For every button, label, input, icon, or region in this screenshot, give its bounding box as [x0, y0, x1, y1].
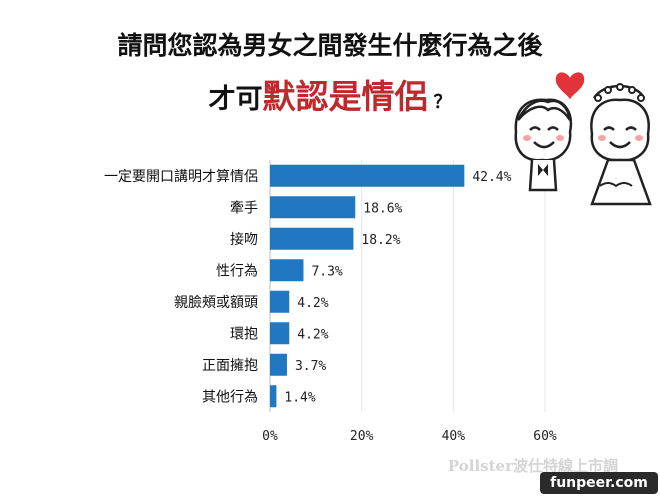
- chart-bars: [270, 164, 465, 408]
- chart-title-line1: 請問您認為男女之間發生什麼行為之後: [117, 31, 543, 60]
- value-label: 18.6%: [363, 201, 402, 216]
- value-label: 18.2%: [361, 233, 400, 248]
- value-labels: 42.4% 18.6% 18.2% 7.3% 4.2% 4.2% 3.7% 1.4%: [284, 170, 511, 406]
- value-label: 4.2%: [297, 296, 328, 311]
- bar: [270, 164, 465, 187]
- category-label: 一定要開口講明才算情侶: [104, 169, 258, 185]
- bar: [270, 385, 277, 408]
- bar: [270, 259, 304, 282]
- value-label: 1.4%: [284, 390, 315, 405]
- value-label: 4.2%: [297, 327, 328, 342]
- category-label: 性行為: [216, 263, 258, 279]
- category-label: 接吻: [230, 231, 258, 248]
- chart-title-line2: 才可默認是情侶？: [0, 70, 660, 118]
- bride-icon: [590, 83, 652, 206]
- category-label: 牽手: [230, 199, 258, 216]
- value-label: 42.4%: [472, 170, 511, 185]
- bar: [270, 322, 290, 345]
- x-tick-label: 0%: [262, 429, 278, 444]
- category-label: 正面擁抱: [202, 358, 258, 374]
- value-label: 7.3%: [311, 264, 342, 279]
- pollster-watermark: Pollster波仕特線上市調: [447, 457, 618, 475]
- x-tick-label: 40%: [442, 429, 466, 444]
- value-label: 3.7%: [295, 359, 326, 374]
- bar: [270, 196, 356, 219]
- x-tick-label: 60%: [533, 429, 557, 444]
- bar: [270, 353, 287, 376]
- title-question-mark: ？: [433, 92, 452, 113]
- x-tick-label: 20%: [350, 429, 374, 444]
- title-prefix: 才可: [208, 84, 263, 115]
- title-highlight: 默認是情侶: [262, 77, 428, 116]
- bar: [270, 290, 290, 313]
- category-label: 親臉頰或額頭: [174, 295, 258, 311]
- groom-icon: [514, 98, 573, 192]
- category-label: 其他行為: [202, 389, 258, 405]
- couple-illustration-icon: [514, 72, 652, 206]
- heart-icon: [555, 72, 585, 100]
- site-badge: funpeer.com: [540, 472, 658, 494]
- x-tick-labels: 0% 20% 40% 60%: [262, 429, 557, 444]
- bar: [270, 227, 354, 250]
- category-label: 環抱: [230, 326, 258, 342]
